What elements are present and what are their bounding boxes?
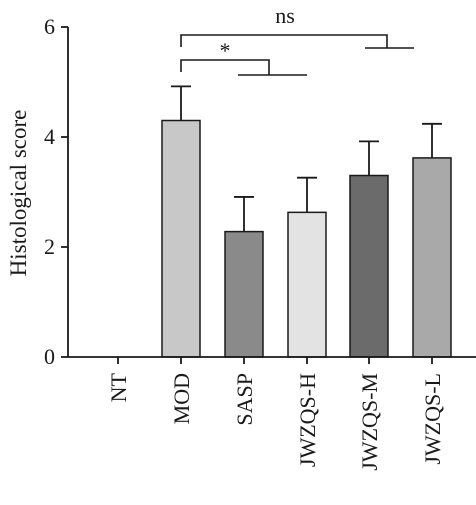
error-bar-jwzqs-m bbox=[359, 140, 379, 176]
bar-sasp bbox=[224, 230, 264, 358]
x-tick-label-jwzqs-l: JWZQS-L bbox=[420, 373, 445, 465]
significance-label-ns: ns bbox=[275, 3, 295, 28]
significance-label-star: * bbox=[220, 38, 231, 63]
error-bar-jwzqs-l bbox=[422, 122, 442, 158]
x-tick-label-mod: MOD bbox=[169, 373, 194, 424]
x-tick-label-sasp: SASP bbox=[232, 373, 257, 426]
error-bars-layer bbox=[171, 85, 442, 232]
bar-jwzqs-h bbox=[287, 211, 327, 358]
error-bar-sasp bbox=[234, 196, 254, 232]
labels-layer: 0 2 4 6 NT MOD SASP JWZQS-H JWZQS-M JWZQS-L bbox=[44, 14, 445, 471]
y-tick-label: 2 bbox=[44, 234, 55, 259]
error-bar-jwzqs-h bbox=[297, 176, 317, 213]
x-tick-label-jwzqs-m: JWZQS-M bbox=[357, 373, 382, 471]
y-tick-label: 4 bbox=[44, 124, 55, 149]
bars-layer bbox=[161, 119, 452, 358]
y-tick-label: 6 bbox=[44, 14, 55, 39]
bar-jwzqs-l bbox=[412, 157, 452, 358]
axes-layer bbox=[61, 26, 476, 364]
y-axis-title: Histological score bbox=[6, 110, 31, 277]
significance-bracket-ns: ns bbox=[180, 3, 414, 49]
x-tick-label-jwzqs-h: JWZQS-H bbox=[295, 373, 320, 467]
significance-layer: * ns bbox=[180, 3, 414, 76]
significance-bracket-star: * bbox=[180, 38, 307, 76]
error-bar-mod bbox=[171, 85, 191, 121]
y-tick-label: 0 bbox=[44, 344, 55, 369]
x-tick-label-nt: NT bbox=[106, 372, 131, 402]
bar-jwzqs-m bbox=[349, 174, 389, 358]
bar-mod bbox=[161, 119, 201, 358]
